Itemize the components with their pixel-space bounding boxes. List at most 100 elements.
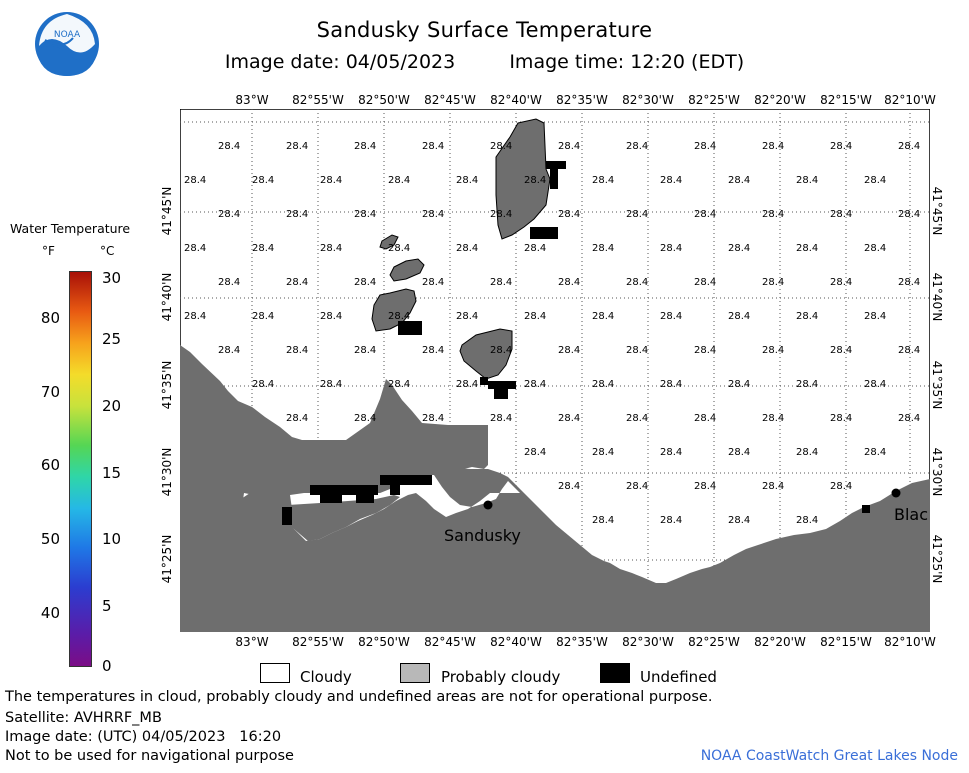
temperature-label: 28.4 [762,277,784,288]
city-label-sandusky: Sandusky [444,526,521,545]
temperature-label: 28.4 [626,141,648,152]
probably-cloudy-area [379,234,399,250]
temperature-label: 28.4 [898,345,920,356]
temperature-labels: 28.4 28.4 28.4 28.4 28.4 28.4 28.4 28.4 28.4 28.4… [184,141,920,526]
longitude-label: 82°15'W [820,635,872,649]
temperature-label: 28.4 [354,209,376,220]
temperature-label: 28.4 [252,311,274,322]
temperature-label: 28.4 [218,345,240,356]
temperature-label: 28.4 [184,311,206,322]
temperature-label: 28.4 [422,277,444,288]
temperature-label: 28.4 [762,413,784,424]
latitude-label: 41°40'N [930,272,944,322]
temperature-label: 28.4 [626,481,648,492]
fahrenheit-tick: 40 [40,604,60,622]
probably-cloudy-area [495,118,551,240]
temperature-label: 28.4 [864,175,886,186]
temperature-label: 28.4 [218,209,240,220]
temperature-label: 28.4 [524,175,546,186]
temperature-label: 28.4 [320,243,342,254]
temperature-label: 28.4 [558,345,580,356]
temperature-label: 28.4 [286,345,308,356]
longitude-label: 82°35'W [556,635,608,649]
temperature-label: 28.4 [830,481,852,492]
celsius-tick: 15 [102,464,122,482]
temperature-label: 28.4 [184,243,206,254]
temperature-label: 28.4 [524,379,546,390]
map-canvas: 28.4 28.4 28.4 28.4 28.4 28.4 28.4 28.4 28.4 28.4… [179,108,931,633]
footer-utc-date: Image date: (UTC) 04/05/2023 16:20 [5,729,282,745]
temperature-label: 28.4 [660,175,682,186]
temperature-label: 28.4 [762,141,784,152]
longitude-label: 83°W [235,635,269,649]
temperature-label: 28.4 [728,243,750,254]
longitude-label: 82°45'W [424,635,476,649]
temperature-label: 28.4 [796,175,818,186]
latitude-label: 41°25'N [160,534,174,584]
temperature-label: 28.4 [558,277,580,288]
footer-credit: NOAA CoastWatch Great Lakes Node [700,748,958,764]
latitude-label: 41°35'N [930,360,944,410]
temperature-label: 28.4 [354,345,376,356]
key-probably-cloudy-swatch [400,663,430,683]
fahrenheit-tick: 60 [40,456,60,474]
temperature-label: 28.4 [218,277,240,288]
longitude-label: 82°25'W [688,635,740,649]
temperature-label: 28.4 [830,345,852,356]
land-peninsula-lower [276,495,400,541]
temperature-label: 28.4 [898,277,920,288]
temperature-label: 28.4 [728,175,750,186]
temperature-label: 28.4 [286,277,308,288]
temperature-label: 28.4 [694,277,716,288]
legend-title: Water Temperature [10,221,131,236]
longitude-label: 82°40'W [490,635,542,649]
unit-celsius: °C [100,244,115,258]
city-label-blac: Blac [894,505,928,524]
image-datetime: Image date: 04/05/2023 Image time: 12:20… [0,51,969,73]
temperature-label: 28.4 [762,481,784,492]
temperature-label: 28.4 [592,379,614,390]
footer-nav-warning: Not to be used for navigational purpose [5,748,294,764]
longitude-label: 82°10'W [884,93,936,107]
temperature-label: 28.4 [762,345,784,356]
temperature-label: 28.4 [490,345,512,356]
temperature-label: 28.4 [422,345,444,356]
longitude-label: 82°35'W [556,93,608,107]
longitude-label: 82°25'W [688,93,740,107]
temperature-label: 28.4 [490,141,512,152]
temperature-label: 28.4 [864,243,886,254]
longitude-label: 82°40'W [490,93,542,107]
longitude-label: 82°15'W [820,93,872,107]
temperature-label: 28.4 [286,413,308,424]
blac-marker [891,488,901,498]
temperature-label: 28.4 [286,209,308,220]
temperature-label: 28.4 [626,413,648,424]
longitude-label: 82°30'W [622,93,674,107]
temperature-label: 28.4 [422,413,444,424]
latitude-label: 41°45'N [160,186,174,236]
temperature-label: 28.4 [490,413,512,424]
temperature-label: 28.4 [694,481,716,492]
temperature-label: 28.4 [320,175,342,186]
temperature-label: 28.4 [796,447,818,458]
temperature-label: 28.4 [422,141,444,152]
footer-note: The temperatures in cloud, probably clou… [5,689,713,705]
temperature-label: 28.4 [456,243,478,254]
temperature-label: 28.4 [286,141,308,152]
temperature-label: 28.4 [796,311,818,322]
temperature-label: 28.4 [354,141,376,152]
celsius-tick: 25 [102,330,122,348]
fahrenheit-tick: 80 [40,309,60,327]
unit-fahrenheit: °F [42,244,55,258]
temperature-label: 28.4 [558,413,580,424]
temperature-label: 28.4 [728,515,750,526]
celsius-tick: 5 [102,597,112,615]
temperature-label: 28.4 [898,413,920,424]
temperature-label: 28.4 [830,277,852,288]
temperature-label: 28.4 [864,379,886,390]
temperature-label: 28.4 [252,379,274,390]
longitude-label: 82°55'W [292,635,344,649]
latitude-label: 41°25'N [930,534,944,584]
page-title: Sandusky Surface Temperature [316,18,653,42]
noaa-logo-icon: NOAA [33,10,101,78]
